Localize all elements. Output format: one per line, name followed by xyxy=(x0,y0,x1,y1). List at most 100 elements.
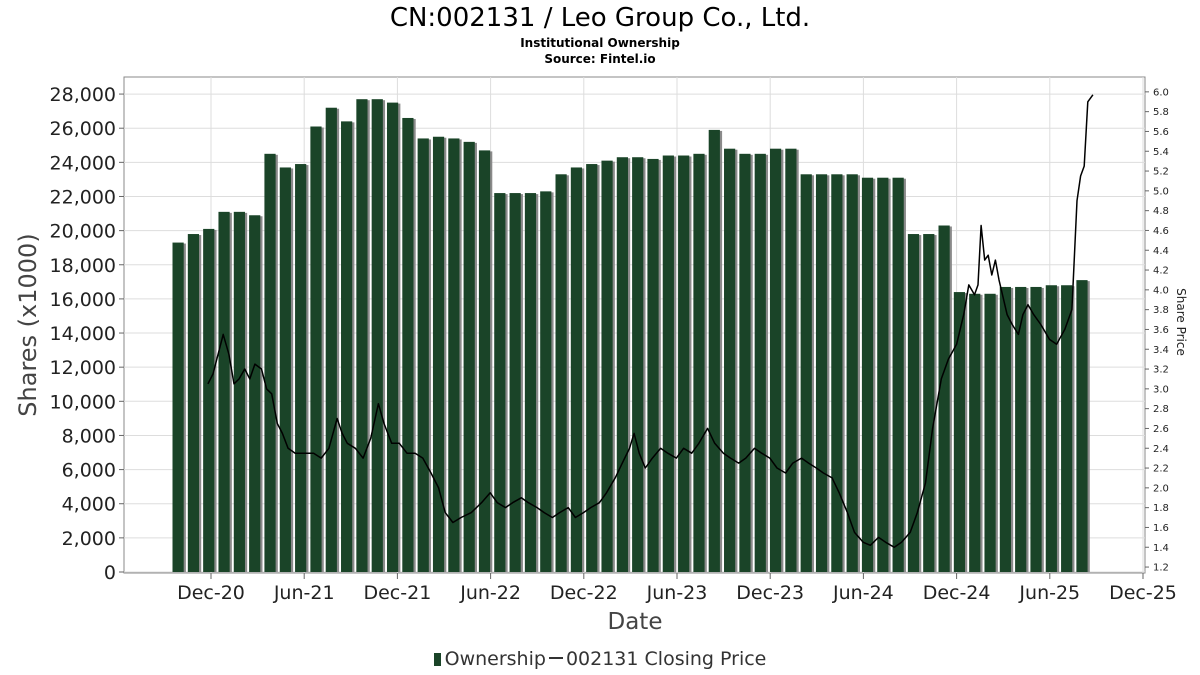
y2-tick-label: 4.4 xyxy=(1153,246,1169,257)
ownership-bar xyxy=(601,160,613,572)
y2-tick-label: 1.8 xyxy=(1153,503,1169,514)
ownership-bar xyxy=(892,177,904,572)
price-legend-label: 002131 Closing Price xyxy=(565,648,767,670)
ownership-bar xyxy=(570,167,583,572)
y2-tick-label: 2.4 xyxy=(1153,444,1169,455)
ownership-bar xyxy=(310,126,322,572)
y2-tick-label: 3.2 xyxy=(1153,365,1169,376)
ownership-bar xyxy=(249,215,261,573)
ownership-bar xyxy=(861,177,874,572)
ownership-bar xyxy=(478,150,491,572)
ownership-bar xyxy=(923,234,935,572)
y2-tick-label: 3.0 xyxy=(1153,384,1169,395)
ownership-bar xyxy=(724,148,736,573)
y-tick-label: 26,000 xyxy=(50,118,116,140)
ownership-bar xyxy=(218,211,230,572)
x-tick-label: Dec-24 xyxy=(923,582,991,604)
ownership-bar xyxy=(341,121,353,573)
y2-tick-label: 3.6 xyxy=(1153,325,1169,336)
ownership-bar xyxy=(616,157,628,573)
ownership-bar xyxy=(1076,280,1088,572)
y-tick-label: 8,000 xyxy=(62,425,116,447)
y-tick-label: 4,000 xyxy=(62,494,116,516)
y2-tick-label: 6.0 xyxy=(1153,87,1169,98)
ownership-bar xyxy=(432,136,445,572)
ownership-bar xyxy=(754,153,766,572)
y2-tick-label: 2.8 xyxy=(1153,404,1169,415)
y-tick-label: 20,000 xyxy=(50,221,116,243)
y2-tick-label: 4.6 xyxy=(1153,226,1169,237)
y2-tick-label: 5.8 xyxy=(1153,107,1169,118)
x-tick-label: Dec-20 xyxy=(177,582,245,604)
ownership-bar xyxy=(708,129,720,572)
y-tick-label: 22,000 xyxy=(50,186,116,208)
ownership-bar xyxy=(953,292,966,572)
y-tick-label: 28,000 xyxy=(50,84,116,106)
x-axis-title: Date xyxy=(608,609,663,635)
y2-tick-label: 5.4 xyxy=(1153,147,1169,158)
ownership-bar xyxy=(846,174,858,573)
x-tick-label: Dec-23 xyxy=(736,582,804,604)
ownership-bar xyxy=(494,193,506,572)
y2-tick-label: 4.2 xyxy=(1153,266,1169,277)
chart-subtitle: Institutional Ownership xyxy=(520,36,680,50)
ownership-bar xyxy=(295,164,307,572)
ownership-bar xyxy=(1045,285,1057,572)
ownership-bar xyxy=(524,193,537,572)
ownership-bar xyxy=(417,138,429,572)
x-tick-label: Jun-22 xyxy=(459,582,521,604)
y2-tick-label: 3.8 xyxy=(1153,305,1169,316)
ownership-bar xyxy=(907,234,920,572)
y2-tick-label: 1.4 xyxy=(1153,543,1169,554)
ownership-bar xyxy=(1061,285,1073,572)
ownership-bar xyxy=(739,153,751,572)
ownership-bar xyxy=(509,193,521,572)
chart-title: CN:002131 / Leo Group Co., Ltd. xyxy=(389,3,811,33)
y2-tick-label: 1.2 xyxy=(1153,563,1169,574)
ownership-bar xyxy=(187,234,200,572)
y-tick-label: 12,000 xyxy=(50,357,116,379)
y-tick-label: 6,000 xyxy=(62,460,116,482)
y-tick-label: 0 xyxy=(104,562,116,584)
ownership-bar xyxy=(831,174,843,573)
ownership-bar xyxy=(769,148,782,573)
ownership-bar xyxy=(279,167,291,572)
ownership-bar xyxy=(877,177,889,572)
ownership-bar xyxy=(800,174,812,573)
price-line xyxy=(207,94,1094,549)
y2-tick-label: 2.0 xyxy=(1153,483,1169,494)
y-tick-label: 16,000 xyxy=(50,289,116,311)
x-tick-label: Jun-25 xyxy=(1018,582,1080,604)
y-tick-label: 24,000 xyxy=(50,152,116,174)
ownership-bar xyxy=(356,99,368,573)
ownership-bar xyxy=(386,102,399,572)
y2-tick-label: 2.2 xyxy=(1153,464,1169,475)
ownership-bar xyxy=(984,293,996,572)
ownership-bar xyxy=(1030,286,1042,572)
y-tick-label: 2,000 xyxy=(62,528,116,550)
x-tick-label: Jun-21 xyxy=(273,582,335,604)
ownership-bar xyxy=(172,242,184,572)
ownership-bar xyxy=(693,153,705,572)
y-axis-title: Shares (x1000) xyxy=(14,233,42,416)
y2-tick-label: 1.6 xyxy=(1153,523,1169,534)
ownership-bar xyxy=(632,157,644,573)
y2-tick-label: 3.4 xyxy=(1153,345,1169,356)
ownership-bar xyxy=(662,155,674,572)
ownership-bar xyxy=(203,228,215,572)
y2-tick-label: 5.6 xyxy=(1153,127,1169,138)
ownership-bar xyxy=(371,99,383,573)
y2-tick-label: 2.6 xyxy=(1153,424,1169,435)
y2-axis-title: Share Price xyxy=(1174,288,1188,356)
x-tick-label: Dec-21 xyxy=(363,582,431,604)
chart-legend: Ownership 002131 Closing Price xyxy=(0,648,1200,670)
x-tick-label: Dec-22 xyxy=(550,582,618,604)
ownership-bar xyxy=(785,148,797,573)
y2-tick-label: 5.0 xyxy=(1153,186,1169,197)
ownership-bar xyxy=(678,155,690,572)
ownership-bar xyxy=(938,225,950,572)
y-tick-label: 18,000 xyxy=(50,255,116,277)
y2-tick-label: 5.2 xyxy=(1153,167,1169,178)
y2-tick-label: 4.0 xyxy=(1153,285,1169,296)
